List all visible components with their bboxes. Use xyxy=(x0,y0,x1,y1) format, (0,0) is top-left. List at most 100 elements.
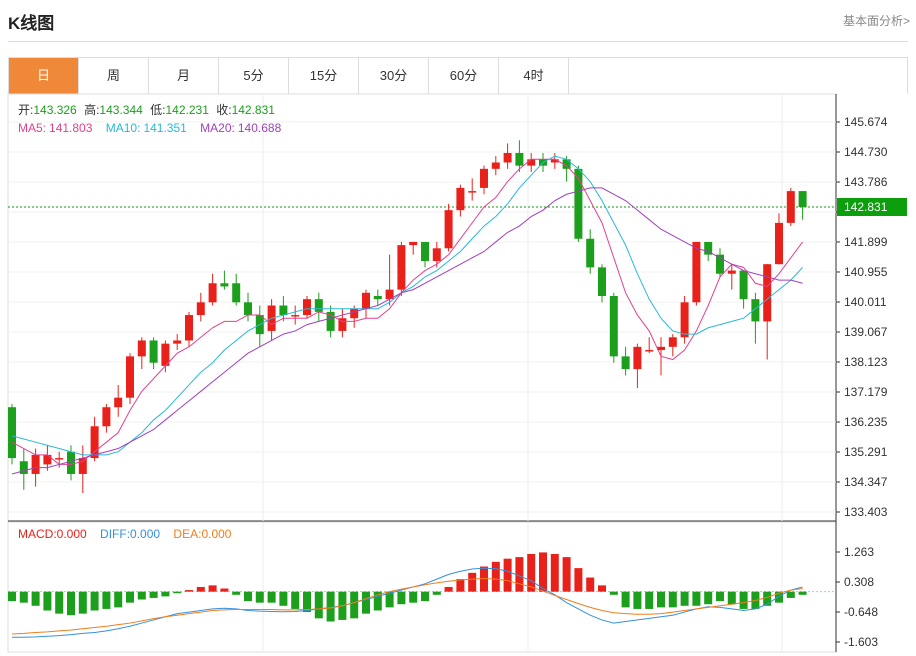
candle xyxy=(102,404,111,433)
header-divider xyxy=(8,41,908,42)
candle xyxy=(727,264,736,290)
tab-60min[interactable]: 60分 xyxy=(429,58,499,94)
macd-bar xyxy=(244,591,252,602)
macd-bar xyxy=(657,591,665,608)
y-tick-label: 140.955 xyxy=(844,265,888,279)
y-tick-label: 145.674 xyxy=(844,115,888,129)
moving-average-lines xyxy=(11,155,804,475)
macd-bar xyxy=(550,553,559,592)
candle-body xyxy=(137,340,146,357)
candle xyxy=(550,152,559,169)
candle-body xyxy=(598,267,606,296)
macd-bar xyxy=(609,591,618,595)
last-price-tag: 142.831 xyxy=(837,197,907,216)
macd-bar xyxy=(78,591,87,614)
candle-body xyxy=(633,346,642,370)
macd-bar xyxy=(137,591,146,600)
candle-body xyxy=(515,152,524,166)
macd-bar xyxy=(704,591,713,605)
candle-body xyxy=(586,238,595,268)
macd-bar xyxy=(397,591,406,605)
candle-body xyxy=(90,426,99,459)
candle xyxy=(432,241,441,268)
ma-legend: MA5: 141.803 MA10: 141.351 MA20: 140.688 xyxy=(18,121,282,135)
y-tick-label: 137.179 xyxy=(844,385,888,399)
tab-month[interactable]: 月 xyxy=(149,58,219,94)
tab-4hour[interactable]: 4时 xyxy=(499,58,569,94)
candle-body xyxy=(78,458,87,474)
candle-body xyxy=(456,187,465,211)
tab-15min[interactable]: 15分 xyxy=(289,58,359,94)
macd-bar xyxy=(515,557,524,592)
candle-body xyxy=(208,283,217,303)
macd-tick-label: 0.308 xyxy=(844,575,874,589)
candle xyxy=(562,156,571,182)
candle-body xyxy=(739,270,748,300)
candle-body xyxy=(303,299,311,316)
candle xyxy=(137,337,146,370)
candle-body xyxy=(338,318,347,331)
candle xyxy=(78,445,87,494)
candle xyxy=(574,165,583,242)
macd-bar xyxy=(680,591,689,606)
macd-bar xyxy=(90,591,99,611)
candle xyxy=(456,184,465,217)
macd-bar xyxy=(539,552,547,592)
macd-tick-label: 1.263 xyxy=(844,545,874,559)
candle-body xyxy=(468,191,477,193)
candle-body xyxy=(562,159,571,169)
candle xyxy=(291,305,300,325)
candle-body xyxy=(149,340,158,363)
macd-bar xyxy=(586,577,595,592)
fundamental-analysis-link[interactable]: 基本面分析> xyxy=(842,14,910,28)
candle xyxy=(232,273,241,306)
candle-body xyxy=(314,299,323,312)
macd-bar xyxy=(303,591,311,613)
tab-week[interactable]: 周 xyxy=(79,58,149,94)
candle xyxy=(126,353,134,405)
tab-5min[interactable]: 5分 xyxy=(219,58,289,94)
macd-bar xyxy=(362,591,370,614)
macd-tick-label: -0.648 xyxy=(844,605,878,619)
macd-bar xyxy=(692,591,701,606)
candle-body xyxy=(432,248,441,262)
candle-body xyxy=(657,346,665,351)
candle-body xyxy=(692,241,701,303)
macd-bar xyxy=(161,591,170,597)
candle xyxy=(161,340,170,373)
candle-body xyxy=(291,315,300,317)
candle xyxy=(409,241,418,255)
macd-bar xyxy=(220,588,229,592)
macd-bar xyxy=(67,591,75,616)
candle-body xyxy=(645,350,654,352)
macd-bar xyxy=(350,591,359,619)
candle-body xyxy=(350,308,359,319)
y-tick-label: 133.403 xyxy=(844,505,888,519)
candle xyxy=(633,343,642,389)
macd-bar xyxy=(185,590,193,592)
tab-30min[interactable]: 30分 xyxy=(359,58,429,94)
candle xyxy=(786,187,795,227)
candle xyxy=(314,292,323,322)
candle xyxy=(775,213,783,265)
candle-body xyxy=(8,407,16,459)
candle-body xyxy=(574,168,583,239)
macd-bar xyxy=(279,591,288,606)
candle xyxy=(19,448,28,490)
candle-body xyxy=(775,222,783,265)
main-plot-frame xyxy=(7,93,837,522)
candle-body xyxy=(173,340,182,344)
candle xyxy=(220,270,229,290)
macd-bar xyxy=(149,591,158,598)
macd-bar xyxy=(727,591,736,605)
last-price-label: 142.831 xyxy=(844,200,888,214)
candle xyxy=(798,191,807,220)
macd-bar xyxy=(385,591,394,608)
candle-body xyxy=(244,302,252,316)
candle xyxy=(196,292,205,322)
candle xyxy=(397,241,406,296)
candle xyxy=(680,295,689,344)
tab-day[interactable]: 日 xyxy=(9,58,79,94)
y-tick-label: 138.123 xyxy=(844,355,888,369)
